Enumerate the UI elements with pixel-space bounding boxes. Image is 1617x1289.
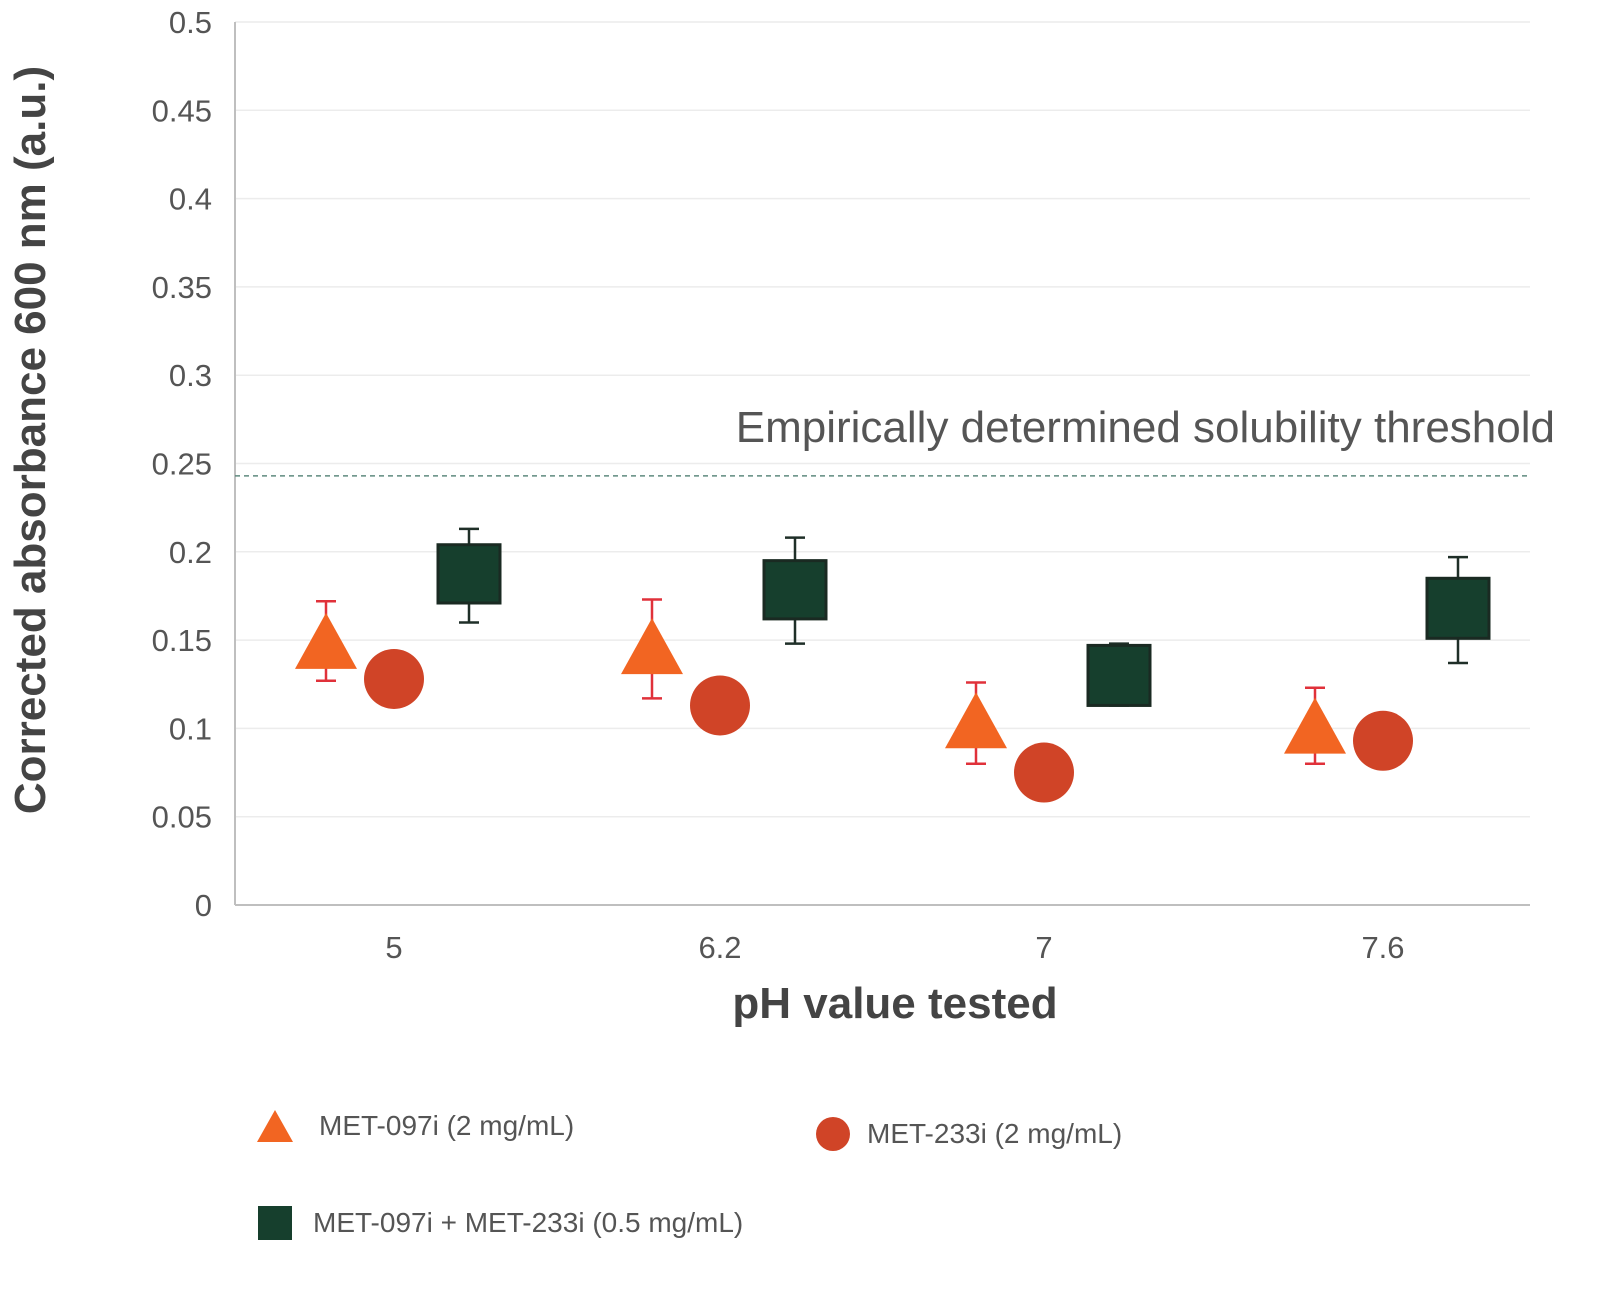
point-square: [436, 543, 502, 605]
point-square: [1086, 643, 1152, 707]
series-circle: [364, 648, 1413, 803]
circle-icon: [816, 1117, 850, 1151]
x-tick-label: 6.2: [698, 930, 741, 965]
y-tick-label: 0.3: [169, 358, 212, 393]
point-triangle: [621, 618, 683, 675]
y-tick-label: 0.4: [169, 182, 212, 217]
y-tick-label: 0.35: [152, 270, 212, 305]
x-tick-label: 7: [1035, 930, 1052, 965]
point-circle: [1014, 742, 1074, 803]
legend-label: MET-097i (2 mg/mL): [319, 1110, 575, 1141]
point-triangle: [1284, 697, 1346, 754]
threshold-label: Empirically determined solubility thresh…: [736, 403, 1555, 452]
y-axis-title: Corrected absorbance 600 nm (a.u.): [6, 66, 55, 814]
point-circle: [690, 675, 750, 736]
y-tick-label: 0.5: [169, 5, 212, 40]
point-circle: [364, 648, 424, 709]
series-square: [436, 527, 1491, 707]
x-tick-label: 5: [385, 930, 402, 965]
x-tick-labels: 5 6.2 7 7.6: [385, 930, 1404, 965]
square-icon: [258, 1206, 292, 1240]
legend-item-combination: MET-097i + MET-233i (0.5 mg/mL): [257, 1205, 743, 1241]
y-tick-label: 0.05: [152, 800, 212, 835]
y-tick-label: 0.25: [152, 447, 212, 482]
legend-label: MET-097i + MET-233i (0.5 mg/mL): [313, 1207, 744, 1238]
y-tick-label: 0.15: [152, 623, 212, 658]
y-tick-label: 0.1: [169, 711, 212, 746]
point-triangle: [295, 612, 357, 669]
y-tick-label: 0.2: [169, 535, 212, 570]
point-square: [1425, 576, 1491, 640]
legend-item-met-233i: MET-233i (2 mg/mL): [815, 1116, 1122, 1152]
y-tick-label: 0: [195, 888, 212, 923]
point-circle: [1353, 710, 1413, 771]
point-triangle: [945, 692, 1007, 749]
legend-item-met-097i: MET-097i (2 mg/mL): [255, 1108, 574, 1144]
x-axis-title: pH value tested: [732, 979, 1057, 1028]
triangle-icon: [257, 1110, 293, 1142]
legend-label: MET-233i (2 mg/mL): [867, 1118, 1123, 1149]
y-tick-labels: 0 0.05 0.1 0.15 0.2 0.25 0.3 0.35 0.4 0.45 0.5: [152, 5, 212, 923]
y-tick-label: 0.45: [152, 93, 212, 128]
series-triangle: [295, 598, 1346, 765]
point-square: [762, 559, 828, 621]
x-tick-label: 7.6: [1361, 930, 1404, 965]
data-marks: [295, 527, 1491, 803]
